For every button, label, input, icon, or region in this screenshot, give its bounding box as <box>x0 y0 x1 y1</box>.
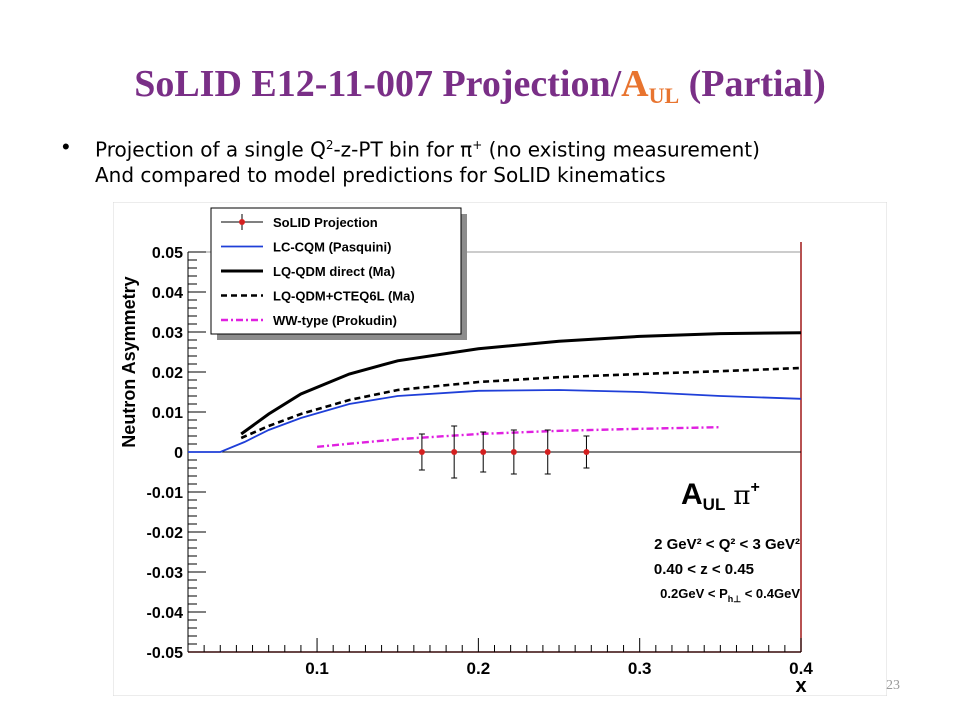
projection-point <box>510 449 517 455</box>
y-tick-label: -0.03 <box>147 565 184 582</box>
projection-points-group <box>418 425 590 479</box>
bullet-icon: • <box>62 134 70 159</box>
asymmetry-chart: -0.05 -0.04 -0.03 -0.02 -0.01 0 0.01 0.02 0.03 0.… <box>113 202 887 696</box>
y-tick-label: 0.02 <box>152 365 183 382</box>
annotation-line3-sub: h⊥ <box>728 594 741 604</box>
legend-swatch-marker <box>239 219 245 225</box>
annotation-title: AUL π+ <box>681 478 760 514</box>
y-tick-label: -0.04 <box>147 605 184 622</box>
projection-point <box>451 449 458 455</box>
legend-entries: SoLID Projection LC-CQM (Pasquini) LQ-QDM … <box>221 214 415 328</box>
projection-point <box>583 449 590 455</box>
annotation-line3-pre: 0.2GeV < P <box>660 586 728 601</box>
x-tick-label: 0.2 <box>467 659 491 678</box>
y-axis-label: Neutron Asymmetry <box>119 276 139 447</box>
annotation-line-3: 0.2GeV < Ph⊥ < 0.4GeV <box>660 586 800 604</box>
bullet-text: Projection of a single Q2-z-PT bin for π… <box>95 133 915 188</box>
kinematics-annotation: AUL π+ 2 GeV² < Q² < 3 GeV² 0.40 < z < 0.… <box>654 478 800 604</box>
legend-label: WW-type (Prokudin) <box>273 313 397 328</box>
title-main: SoLID E12-11-007 Projection/ <box>134 63 622 105</box>
annotation-line-1: 2 GeV² < Q² < 3 GeV² <box>654 536 800 553</box>
series-line-lc-cqm-pasquini <box>188 389 802 453</box>
page-number: 23 <box>886 678 900 693</box>
bullet-line1-pre: Projection of a single Q <box>95 137 326 162</box>
bullet-line1-post: (no existing measurement) <box>482 137 760 162</box>
legend-label: SoLID Projection <box>273 215 378 230</box>
title-a: A <box>621 63 649 105</box>
bullet-line1-sup2: + <box>472 138 483 152</box>
x-tick-label: 0.1 <box>305 659 329 678</box>
series-line-lq-qdm-direct-ma <box>240 331 802 436</box>
series-line-lq-qdm-cteq6l-ma <box>240 366 802 440</box>
y-tick-label: -0.05 <box>147 645 184 662</box>
y-tick-label: 0.01 <box>152 405 183 422</box>
annotation-pi-sup: + <box>750 479 759 496</box>
annotation-a: A <box>681 478 703 511</box>
y-tick-label: -0.02 <box>147 525 184 542</box>
series-group <box>188 331 802 453</box>
title-tail: (Partial) <box>679 63 826 105</box>
projection-point <box>418 449 425 455</box>
annotation-line3-tail: < 0.4GeV <box>741 586 800 601</box>
projection-point <box>480 449 487 455</box>
y-tick-label: 0 <box>174 445 183 462</box>
bullet-line-2: And compared to model predictions for So… <box>95 162 666 187</box>
projection-point <box>544 449 551 455</box>
title-subscript: UL <box>648 83 680 108</box>
x-axis-label: x <box>795 675 806 696</box>
annotation-pi: π <box>733 481 750 511</box>
slide-title: SoLID E12-11-007 Projection/AUL (Partial… <box>0 62 960 109</box>
annotation-sub: UL <box>703 495 726 514</box>
annotation-line-2: 0.40 < z < 0.45 <box>654 561 754 578</box>
y-tick-label: 0.05 <box>152 245 183 262</box>
x-tick-label: 0.4 <box>789 659 813 678</box>
legend-label: LC-CQM (Pasquini) <box>273 240 391 255</box>
legend-label: LQ-QDM+CTEQ6L (Ma) <box>273 289 415 304</box>
legend-label: LQ-QDM direct (Ma) <box>273 264 395 279</box>
x-tick-label: 0.3 <box>628 659 652 678</box>
bullet-line-1: Projection of a single Q2-z-PT bin for π… <box>95 133 915 163</box>
bullet-line1-sup1: 2 <box>325 138 334 152</box>
y-tick-label: 0.04 <box>152 285 183 302</box>
bullet-line1-mid: -z-PT bin for π <box>333 137 473 162</box>
y-tick-label: 0.03 <box>152 325 183 342</box>
legend: SoLID Projection LC-CQM (Pasquini) LQ-QDM … <box>210 207 467 340</box>
y-tick-label: -0.01 <box>147 485 184 502</box>
series-line-ww-type-prokudin <box>316 426 721 448</box>
